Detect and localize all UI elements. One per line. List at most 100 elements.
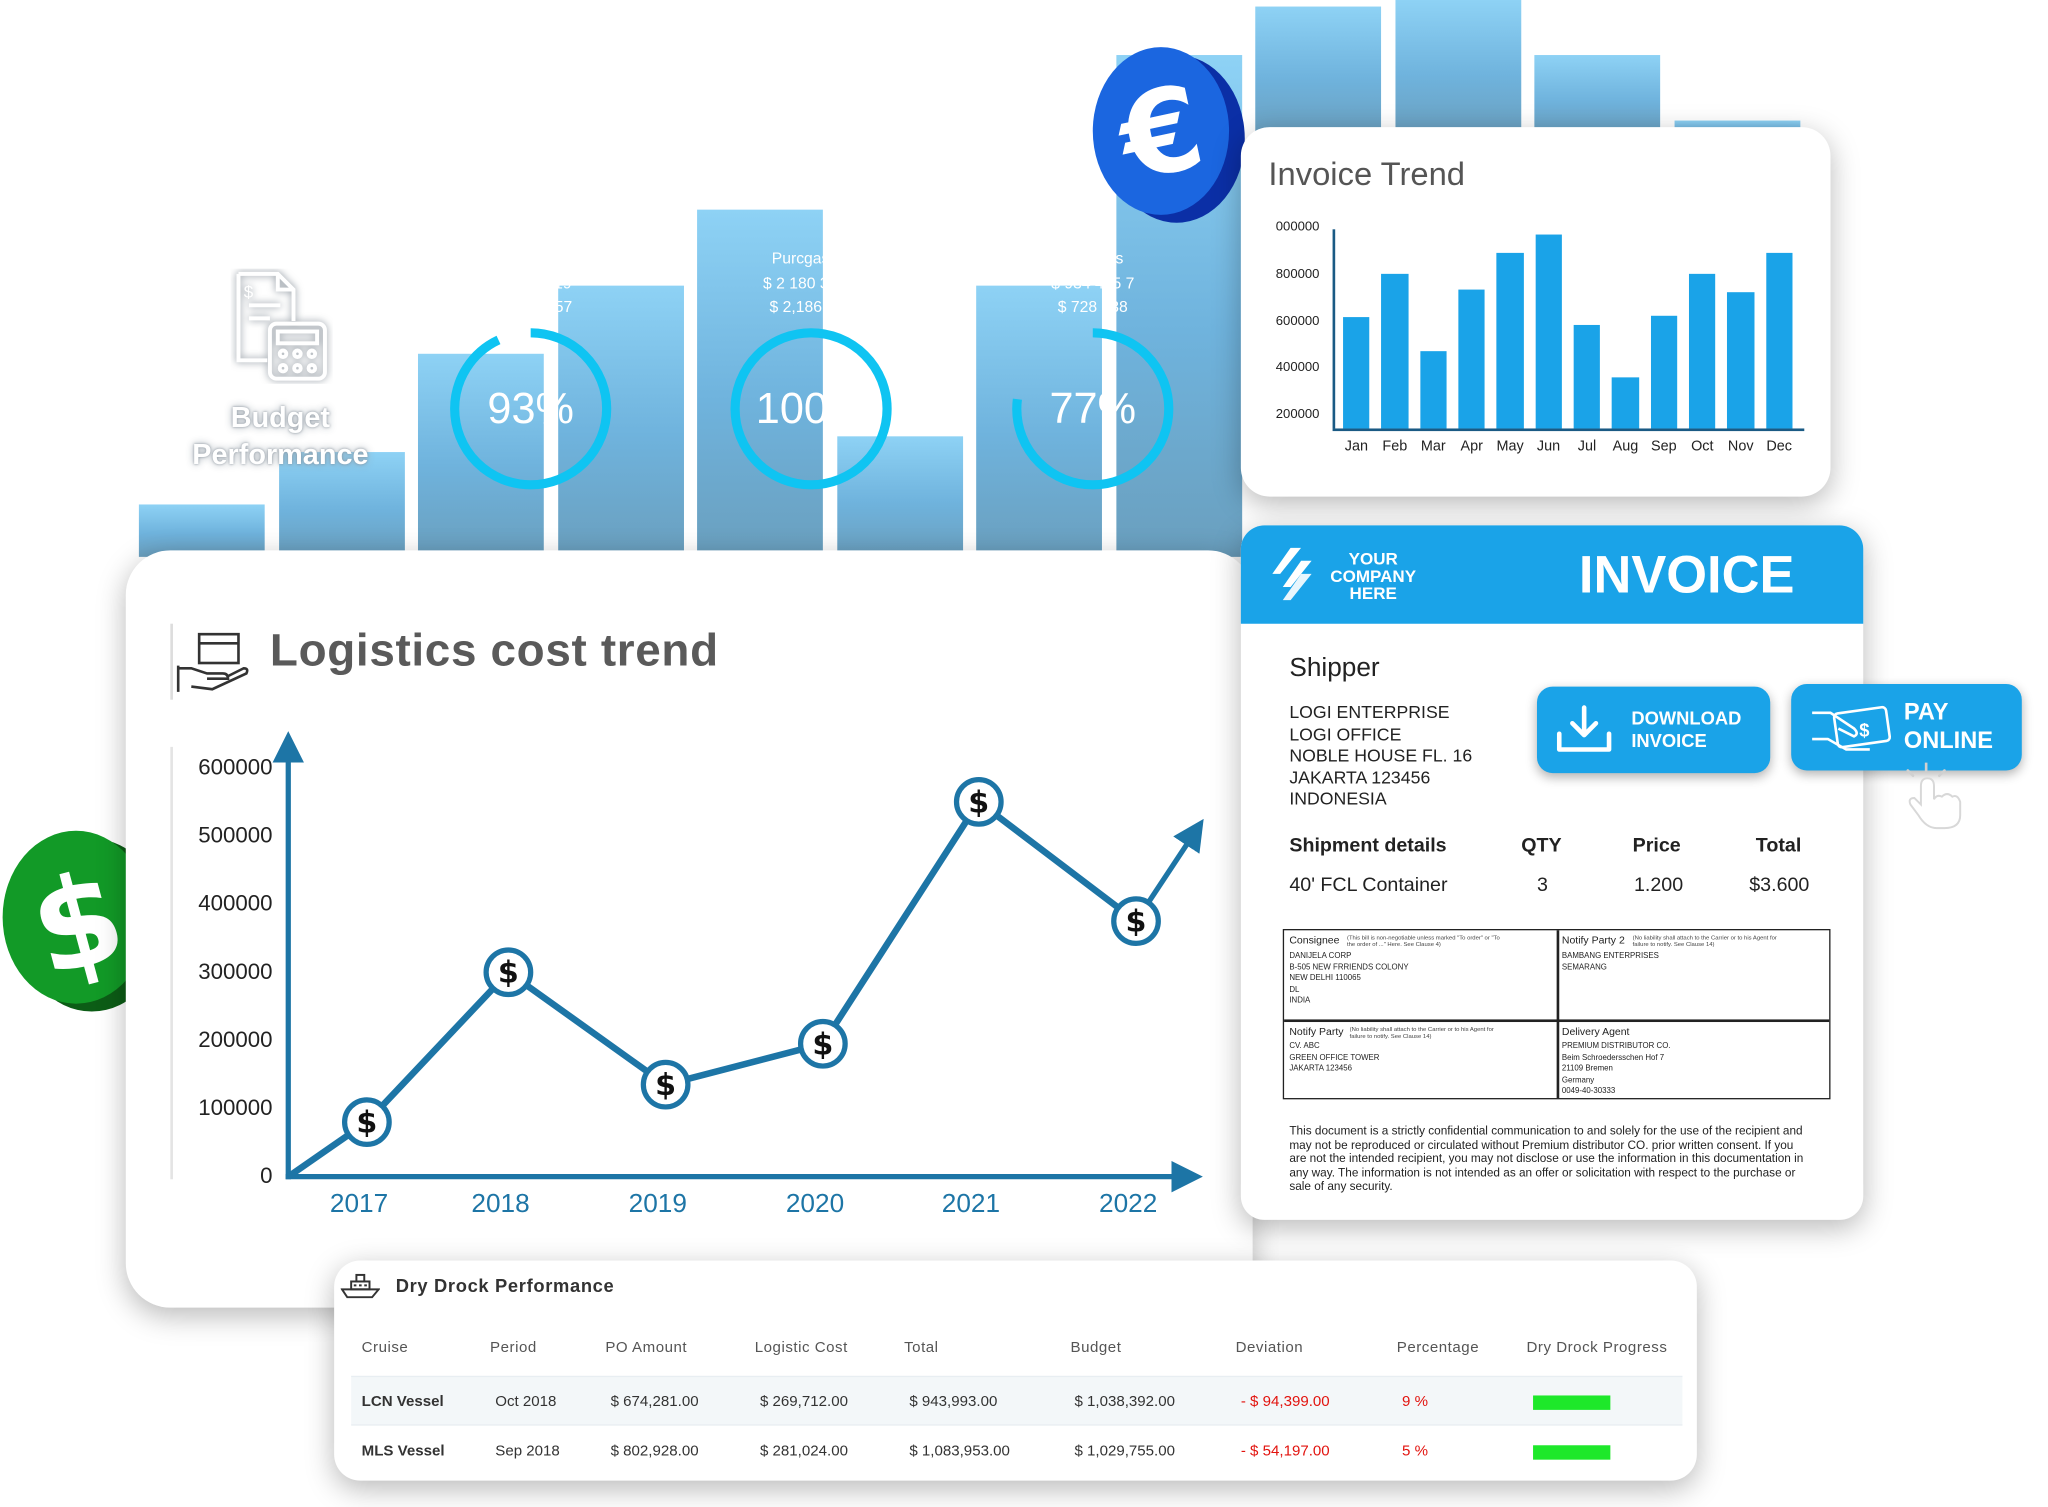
x-tick-label: Mar bbox=[1420, 438, 1446, 455]
kpi-budget: $ 2,186 818 bbox=[769, 297, 853, 316]
cell-budget: $ 1,029,755.00 bbox=[1074, 1443, 1176, 1460]
y-tick-label: 200000 bbox=[198, 1027, 273, 1053]
x-tick-label: 2019 bbox=[628, 1189, 687, 1219]
col-deviation: Deviation bbox=[1235, 1340, 1304, 1357]
bar bbox=[1650, 315, 1678, 429]
delivery-agent-address: PREMIUM DISTRIBUTOR CO. Beim Schroederss… bbox=[1561, 1042, 1671, 1096]
svg-text:$: $ bbox=[812, 1027, 833, 1062]
dry-dock-title: Dry Drock Performance bbox=[395, 1274, 615, 1296]
document-calculator-icon: $ bbox=[236, 271, 327, 381]
notify-party-title: Notify Party bbox=[1289, 1025, 1344, 1038]
bar bbox=[1458, 290, 1485, 429]
col-total: Total bbox=[904, 1340, 939, 1357]
kpi-ring-arc bbox=[1012, 328, 1174, 490]
card-payment-icon: $ bbox=[1812, 705, 1892, 751]
logistics-cost-chart: $ $ $ $ $ $0 100000 200000 300000 400000 500000 600… bbox=[126, 550, 1253, 1307]
table-row[interactable]: MLS Vessel Sep 2018 $ 802,928.00 $ 281,0… bbox=[351, 1426, 1683, 1477]
x-tick-label: 2018 bbox=[471, 1189, 530, 1219]
x-tick-label: 2021 bbox=[941, 1189, 1001, 1219]
x-tick-label: Apr bbox=[1460, 438, 1483, 455]
bar bbox=[1688, 273, 1716, 429]
shipment-header-qty: QTY bbox=[1521, 834, 1562, 857]
parties-table: Consignee (This bill is non-negotiable u… bbox=[1282, 929, 1831, 1100]
y-tick-label: 500000 bbox=[198, 822, 273, 848]
invoice-header: YOUR COMPANY HERE INVOICE bbox=[1240, 525, 1864, 624]
notify-party-note: (No liability shall attach to the Carrie… bbox=[1349, 1025, 1494, 1040]
cell-deviation: - $ 54,197.00 bbox=[1240, 1443, 1330, 1460]
table-row[interactable]: LCN Vessel Oct 2018 $ 674,281.00 $ 269,7… bbox=[351, 1375, 1683, 1426]
cell-deviation: - $ 94,399.00 bbox=[1240, 1394, 1330, 1410]
shipment-item: 40' FCL Container bbox=[1289, 873, 1448, 897]
svg-text:$: $ bbox=[1859, 719, 1869, 740]
cell-total: $ 1,083,953.00 bbox=[909, 1443, 1010, 1460]
kpi-percent: 93% bbox=[487, 383, 574, 433]
kpi-label: Total bbox=[514, 248, 548, 268]
dollar-marker: $ bbox=[1111, 896, 1161, 947]
svg-text:$: $ bbox=[968, 785, 989, 820]
svg-text:$: $ bbox=[244, 282, 254, 301]
x-tick-label: 2022 bbox=[1099, 1189, 1158, 1219]
bar bbox=[1612, 376, 1639, 429]
col-percentage: Percentage bbox=[1396, 1340, 1480, 1357]
cell-percentage: 5 % bbox=[1402, 1443, 1429, 1460]
kpi-amount: $ 934 445 7 bbox=[1051, 273, 1135, 293]
cell-po-amount: $ 802,928.00 bbox=[610, 1443, 699, 1460]
kpi-ring-arc bbox=[450, 328, 612, 490]
kpi-budget: $ 728 138 bbox=[1057, 297, 1128, 316]
bar bbox=[1765, 252, 1793, 429]
cell-budget: $ 1,038,392.00 bbox=[1074, 1394, 1176, 1410]
invoice-title: INVOICE bbox=[1578, 546, 1795, 605]
consignee-title: Consignee bbox=[1289, 934, 1340, 947]
euro-coin-icon: € bbox=[1092, 47, 1245, 223]
x-axis bbox=[1332, 428, 1805, 432]
invoice-card: YOUR COMPANY HERE INVOICE Shipper LOGI E… bbox=[1240, 525, 2022, 1220]
notify-party-2-address: BAMBANG ENTERPRISES SEMARANG bbox=[1561, 952, 1659, 972]
dollar-marker: $ bbox=[797, 1018, 848, 1069]
shipment-header-details: Shipment details bbox=[1289, 834, 1447, 857]
cell-cruise: MLS Vessel bbox=[361, 1443, 445, 1460]
y-tick-label: 100000 bbox=[198, 1095, 273, 1121]
kpi-ring bbox=[1012, 328, 1174, 490]
consignee-note: (This bill is non-negotiable unless mark… bbox=[1346, 934, 1500, 948]
dollar-marker: $ bbox=[953, 777, 1004, 827]
download-icon bbox=[1556, 705, 1612, 752]
invoice-trend-card: Invoice Trend 200000 400000 600000 800000 00… bbox=[1240, 127, 1831, 497]
download-invoice-button[interactable]: DOWNLOAD INVOICE bbox=[1536, 686, 1771, 774]
y-tick-label: 300000 bbox=[198, 959, 273, 985]
shipment-price: 1.200 bbox=[1633, 873, 1684, 897]
bar bbox=[1496, 252, 1524, 429]
x-tick-label: Feb bbox=[1382, 438, 1408, 455]
x-tick-label: Sep bbox=[1651, 438, 1677, 455]
bar bbox=[1381, 273, 1409, 429]
delivery-agent-title: Delivery Agent bbox=[1561, 1025, 1630, 1038]
logistics-cost-card: Logistics cost trend $ $ $ $ $ $0 100000 200000… bbox=[125, 550, 1253, 1308]
kpi-amount: $ 2 180 373 3 bbox=[762, 273, 860, 293]
kpi-budget: $ 2 914,957 bbox=[489, 297, 573, 316]
pay-online-button[interactable]: $ PAY ONLINE bbox=[1791, 683, 2022, 771]
line-chart-svg: $ $ $ $ $ $ bbox=[272, 731, 1204, 1193]
logistics-cost-title: Logistics cost trend bbox=[269, 625, 719, 677]
notify-party-address: CV. ABC GREEN OFFICE TOWER JAKARTA 12345… bbox=[1289, 1042, 1380, 1074]
notify-party-2-title: Notify Party 2 bbox=[1561, 934, 1625, 947]
shipper-label: Shipper bbox=[1289, 653, 1380, 683]
kpi-ring bbox=[730, 328, 892, 490]
x-tick-label: May bbox=[1496, 438, 1524, 455]
col-cruise: Cruise bbox=[361, 1340, 409, 1357]
shipment-qty: 3 bbox=[1536, 873, 1548, 897]
x-tick-label: Jan bbox=[1344, 438, 1368, 455]
bar bbox=[1727, 292, 1755, 429]
box-hand-icon bbox=[176, 632, 249, 692]
cell-total: $ 943,993.00 bbox=[909, 1394, 998, 1410]
y-tick-label: 200000 bbox=[1275, 407, 1320, 422]
cell-percentage: 9 % bbox=[1402, 1394, 1429, 1410]
svg-text:$: $ bbox=[356, 1106, 377, 1141]
y-tick-label: 0 bbox=[260, 1163, 273, 1189]
company-logo-icon bbox=[1272, 547, 1312, 601]
y-tick-label: 400000 bbox=[1275, 360, 1320, 376]
series-line bbox=[286, 798, 1139, 1180]
col-logistic-cost: Logistic Cost bbox=[754, 1340, 848, 1357]
col-budget: Budget bbox=[1070, 1340, 1122, 1357]
svg-text:$: $ bbox=[498, 956, 519, 991]
kpi-ring bbox=[450, 328, 612, 490]
cell-po-amount: $ 674,281.00 bbox=[610, 1394, 699, 1410]
